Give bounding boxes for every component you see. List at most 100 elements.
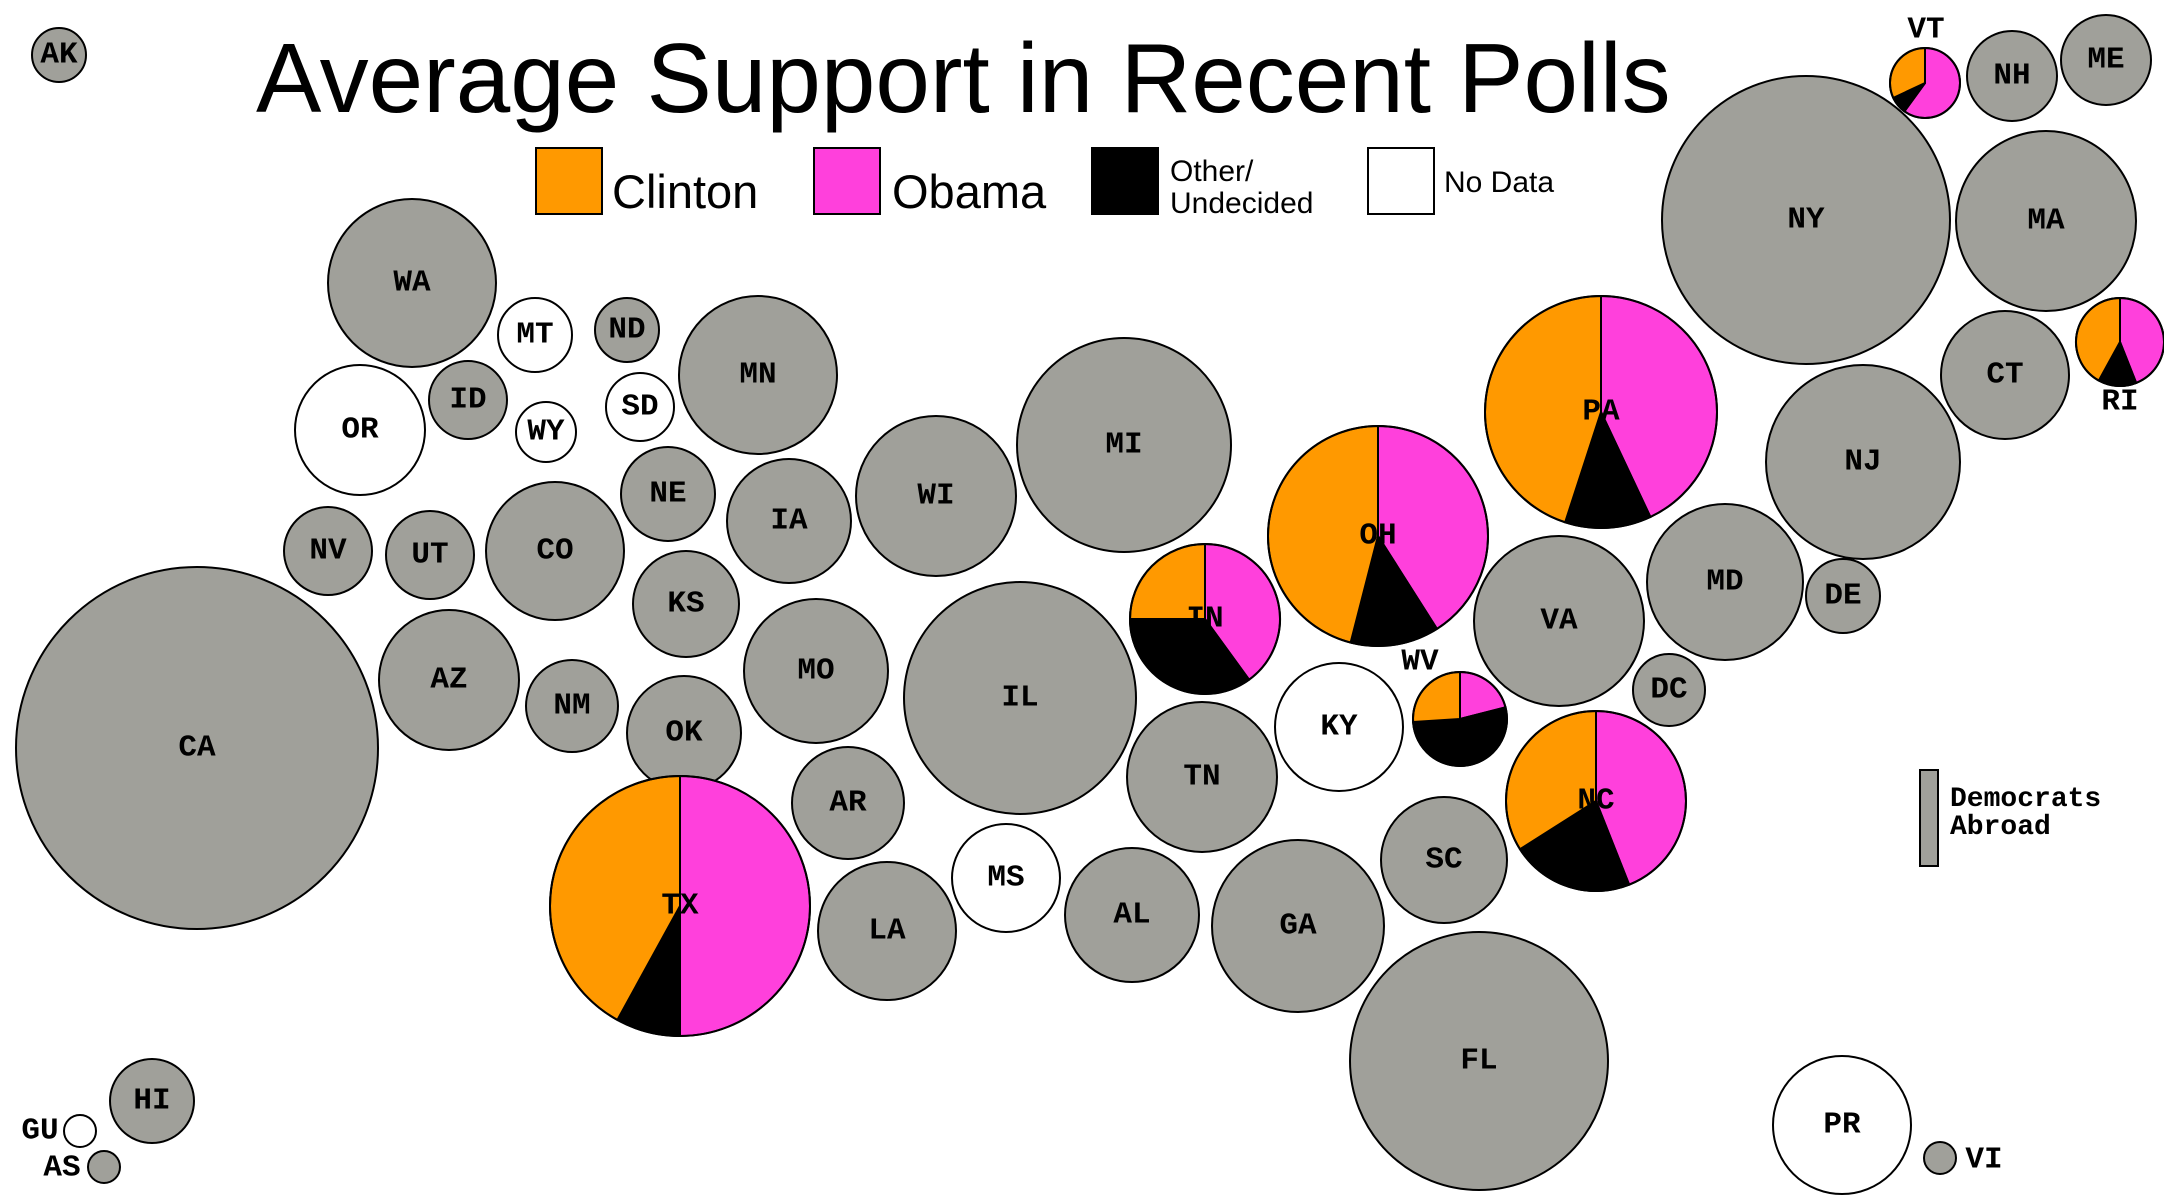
bubble-circle-il [903,581,1137,815]
state-bubble-pr: PR [1772,1055,1912,1195]
state-bubble-ct: CT [1940,310,2070,440]
pie-slice-tx-obama [679,774,811,1038]
state-label-ky: KY [1320,710,1358,745]
legend-swatch-other [1091,147,1159,215]
state-label-as: AS [43,1151,80,1186]
bubble-circle-wi [855,415,1017,577]
bubble-circle-ar [791,746,905,860]
state-label-ks: KS [667,587,704,622]
state-bubble-vi: VI [1923,1141,2003,1178]
legend: Clinton Obama Other/ Undecided No Data [535,147,1554,220]
state-bubble-wy: WY [515,401,577,463]
state-bubble-la: LA [817,861,957,1001]
state-label-mo: MO [797,654,834,689]
state-label-vi: VI [1965,1143,2002,1178]
bubble-circle-vi [1923,1141,1957,1175]
bubble-circle-me [2060,14,2152,106]
bubble-circle-va [1473,535,1645,707]
bubble-circle-wy [515,401,577,463]
state-label-wy: WY [527,415,565,450]
state-label-co: CO [536,534,573,569]
bubble-circle-or [294,364,426,496]
state-label-fl: FL [1460,1044,1497,1079]
state-label-nj: NJ [1844,445,1881,480]
state-bubble-wa: WA [327,198,497,368]
bubble-circle-ky [1274,662,1404,792]
bubble-circle-ak [31,27,87,83]
state-label-or: OR [341,413,379,448]
pie-outline-in [1129,543,1281,695]
bubble-circle-de [1805,558,1881,634]
state-bubble-az: AZ [378,609,520,751]
state-label-ar: AR [829,786,867,821]
state-label-tn: TN [1183,760,1220,795]
bubble-circle-ny [1661,75,1951,365]
bubble-circle-ma [1955,130,2137,312]
state-label-pr: PR [1823,1108,1861,1143]
state-label-al: AL [1113,898,1150,933]
state-bubble-ks: KS [632,550,740,658]
state-label-ne: NE [649,477,686,512]
pie-outline-tx [549,775,811,1037]
state-label-md: MD [1706,565,1743,600]
state-label-ma: MA [2027,204,2065,239]
state-label-wa: WA [393,266,431,301]
bubble-circle-nh [1966,30,2058,122]
state-bubble-ms: MS [951,823,1061,933]
state-label-la: LA [868,914,906,949]
state-label-pa: PA [1582,395,1620,430]
bubble-circle-tn [1126,701,1278,853]
state-bubble-oh: OH [1267,424,1489,647]
state-bubble-wi: WI [855,415,1017,577]
bubble-circle-wa [327,198,497,368]
pie-outline-nc [1505,710,1687,892]
bubble-circle-hi [109,1058,195,1144]
legend-label-undecided: Undecided [1170,187,1313,220]
democrats-abroad-label-2: Abroad [1950,812,2051,843]
bubble-circle-nm [525,659,619,753]
state-bubble-nv: NV [283,506,373,596]
bubble-circle-mn [678,295,838,455]
state-bubble-in: IN [1128,542,1281,695]
state-label-ia: IA [770,504,808,539]
state-label-ny: NY [1787,203,1825,238]
state-bubble-as: AS [43,1150,121,1186]
state-bubble-nj: NJ [1765,364,1961,560]
state-label-mi: MI [1105,428,1142,463]
state-bubble-ak: AK [31,27,87,83]
pie-outline-pa [1484,295,1718,529]
state-bubble-ma: MA [1955,130,2137,312]
state-bubble-mi: MI [1016,337,1232,553]
state-bubble-id: ID [428,360,508,440]
state-bubble-il: IL [903,581,1137,815]
state-bubble-pa: PA [1484,294,1718,529]
bubble-circle-gu [63,1114,97,1148]
democrats-abroad-label-1: Democrats [1950,784,2101,815]
state-bubble-nh: NH [1966,30,2058,122]
state-label-in: IN [1186,602,1223,637]
state-label-ut: UT [411,538,448,573]
bubble-circle-nd [594,297,660,363]
pie-outline-wv [1412,671,1508,767]
bubble-circle-nv [283,506,373,596]
state-bubble-fl: FL [1349,931,1609,1191]
state-label-ak: AK [40,38,78,73]
state-label-sd: SD [621,390,658,425]
state-bubble-ri: RI [2075,296,2164,420]
legend-swatch-no-data [1367,147,1435,215]
state-bubble-ok: OK [626,675,742,791]
state-label-de: DE [1824,579,1861,614]
bubble-circle-pr [1772,1055,1912,1195]
bubble-circle-nj [1765,364,1961,560]
state-label-il: IL [1001,681,1038,716]
state-label-ga: GA [1279,909,1317,944]
pie-outline-oh [1267,425,1489,647]
state-bubble-gu: GU [21,1114,97,1149]
state-bubble-co: CO [485,481,625,621]
legend-swatch-clinton [535,147,603,215]
bubble-circle-sc [1380,796,1508,924]
bubble-circle-ca [15,566,379,930]
state-bubble-tx: TX [549,774,811,1038]
state-label-ok: OK [665,716,703,751]
